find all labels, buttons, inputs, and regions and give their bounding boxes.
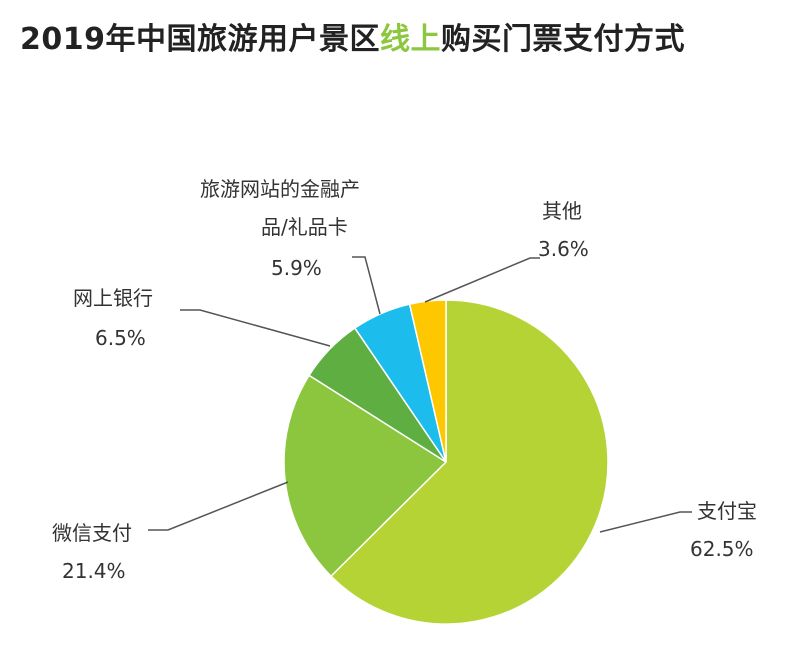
title-highlight: 线上 — [380, 22, 441, 57]
slice-wechat-pay — [283, 374, 448, 578]
value-travel-site: 5.9% — [271, 256, 322, 280]
leader-alipay — [599, 511, 692, 533]
title-suffix: 购买门票支付方式 — [441, 22, 685, 57]
label-other: 其他 — [542, 199, 582, 223]
chart-title: 2019年中国旅游用户景区线上购买门票支付方式 — [20, 14, 685, 58]
leader-wechat-pay — [148, 481, 289, 531]
slice-alipay — [329, 299, 609, 625]
value-online-banking: 6.5% — [95, 326, 146, 350]
label-travel-site-line2: 品/礼品卡 — [261, 215, 348, 239]
leader-travel-site — [352, 256, 381, 315]
title-prefix: 2019年中国旅游用户景区 — [20, 22, 380, 57]
label-travel-site-line1: 旅游网站的金融产 — [200, 177, 360, 201]
value-alipay: 62.5% — [690, 537, 754, 561]
leader-other — [424, 257, 540, 303]
label-alipay: 支付宝 — [697, 499, 757, 523]
value-other: 3.6% — [538, 237, 589, 261]
leader-lines — [148, 256, 692, 533]
value-wechat-pay: 21.4% — [62, 559, 126, 583]
label-wechat-pay: 微信支付 — [52, 521, 132, 545]
label-online-banking: 网上银行 — [73, 286, 153, 310]
leader-online-banking — [180, 309, 331, 347]
pie-slices — [283, 299, 609, 625]
